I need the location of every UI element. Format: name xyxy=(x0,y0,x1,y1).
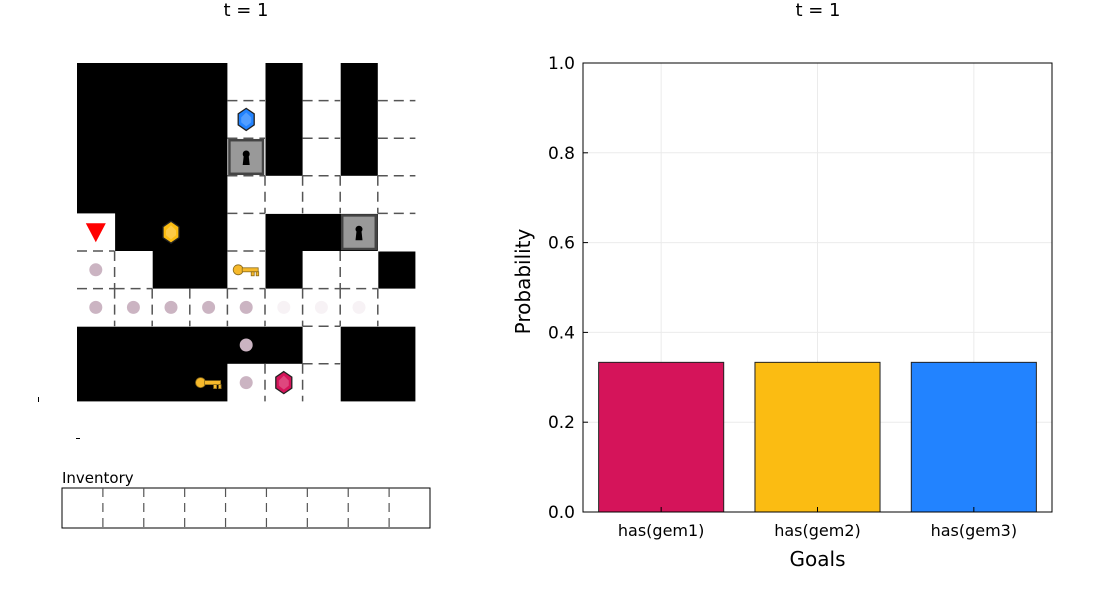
trail-dot-faint xyxy=(314,300,328,314)
gem-icon xyxy=(162,220,180,244)
trail-dot xyxy=(239,300,253,314)
floor-cell xyxy=(227,175,266,214)
floor-cell xyxy=(302,138,341,177)
floor-cell xyxy=(377,288,416,327)
floor-cell xyxy=(302,363,341,402)
y-tick-label: 0.0 xyxy=(548,503,575,523)
key-icon xyxy=(232,264,260,277)
y-tick-label: 0.4 xyxy=(548,323,575,343)
trail-dot xyxy=(164,300,178,314)
bar-has(gem1) xyxy=(598,361,725,513)
inventory-frame xyxy=(61,487,431,529)
floor-cell xyxy=(377,63,416,102)
bar-has(gem3) xyxy=(910,361,1037,513)
gem-icon xyxy=(275,370,293,395)
grid-title: t = 1 xyxy=(223,0,269,21)
locked-door-icon xyxy=(340,214,378,251)
trail-dot xyxy=(202,300,216,314)
floor-cell xyxy=(265,175,304,214)
floor-cell xyxy=(302,326,341,365)
floor-cell xyxy=(340,251,379,290)
chart-title: t = 1 xyxy=(795,0,841,21)
floor-cell xyxy=(377,100,416,139)
x-tick-label: has(gem3) xyxy=(931,521,1018,540)
x-tick-label: has(gem2) xyxy=(774,521,861,540)
x-axis-label: Goals xyxy=(790,547,846,571)
y-tick-label: 0.2 xyxy=(548,413,575,433)
inventory-bar xyxy=(61,487,431,529)
trail-dot xyxy=(126,300,140,314)
floor-cell xyxy=(227,63,266,102)
bar-has(gem2) xyxy=(754,361,881,513)
y-tick-label: 0.6 xyxy=(548,234,575,254)
floor-cell xyxy=(302,63,341,102)
floor-cell xyxy=(227,213,266,252)
agent-icon xyxy=(85,223,106,243)
trail-dot-faint xyxy=(277,300,291,314)
locked-door-icon xyxy=(228,138,265,176)
trail-dot-faint xyxy=(352,300,366,314)
key-icon xyxy=(195,377,222,390)
floor-cell xyxy=(302,251,341,290)
y-tick-label: 1.0 xyxy=(548,54,575,74)
y-tick-label: 0.8 xyxy=(548,144,575,164)
y-axis-label: Probability xyxy=(511,228,535,334)
stray-tick xyxy=(38,397,39,402)
floor-cell xyxy=(302,175,341,214)
trail-dot xyxy=(239,338,253,352)
floor-cell xyxy=(377,138,416,177)
floor-cell xyxy=(302,100,341,139)
floor-cell xyxy=(114,251,153,290)
gem-icon xyxy=(237,107,255,132)
floor-cell xyxy=(377,175,416,214)
floor-cell xyxy=(340,175,379,214)
inventory-label: Inventory xyxy=(62,469,134,487)
trail-dot xyxy=(89,300,103,314)
stray-dash xyxy=(76,438,80,439)
trail-dot xyxy=(89,263,103,277)
trail-dot xyxy=(239,376,253,390)
x-tick-label: has(gem1) xyxy=(618,521,705,540)
gridworld-map xyxy=(77,63,416,402)
floor-cell xyxy=(377,213,416,252)
